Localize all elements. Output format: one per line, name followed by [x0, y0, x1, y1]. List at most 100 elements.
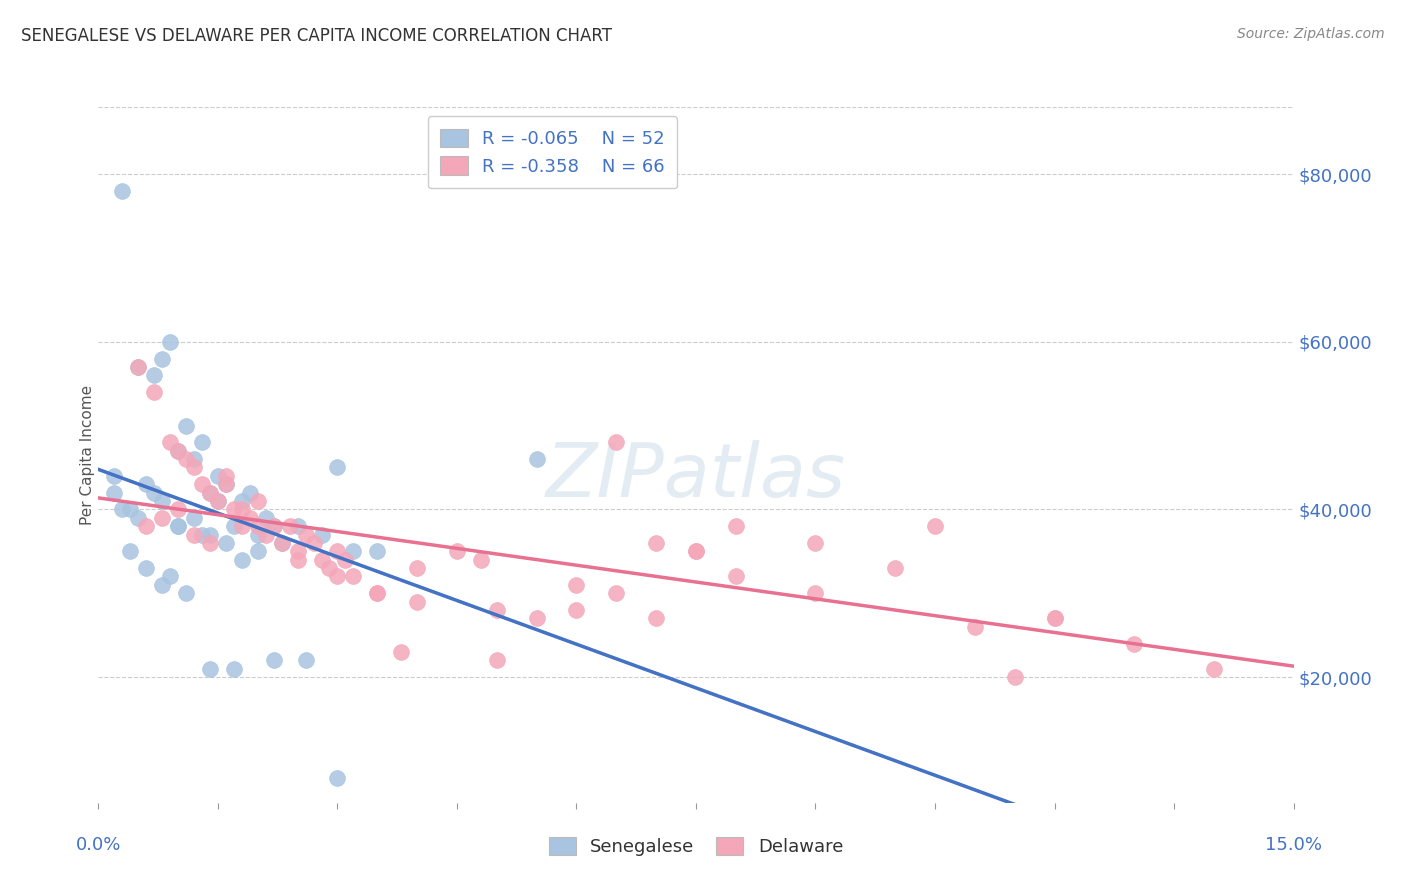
Point — [287, 519, 309, 533]
Point — [804, 586, 827, 600]
Point — [1043, 611, 1066, 625]
Point — [294, 653, 316, 667]
Point — [215, 477, 238, 491]
Point — [326, 544, 349, 558]
Point — [1004, 670, 1026, 684]
Point — [215, 468, 238, 483]
Point — [239, 510, 262, 524]
Point — [335, 552, 357, 566]
Point — [326, 569, 349, 583]
Text: 0.0%: 0.0% — [76, 837, 121, 855]
Point — [302, 536, 325, 550]
Text: Source: ZipAtlas.com: Source: ZipAtlas.com — [1237, 27, 1385, 41]
Point — [645, 536, 668, 550]
Point — [605, 435, 627, 450]
Point — [389, 645, 412, 659]
Point — [150, 510, 173, 524]
Point — [406, 594, 429, 608]
Point — [135, 477, 157, 491]
Point — [207, 468, 229, 483]
Point — [191, 527, 214, 541]
Point — [342, 544, 364, 558]
Point — [645, 611, 668, 625]
Point — [446, 544, 468, 558]
Point — [884, 561, 907, 575]
Point — [565, 578, 588, 592]
Point — [198, 485, 221, 500]
Point — [366, 544, 388, 558]
Point — [127, 359, 149, 374]
Point — [120, 544, 142, 558]
Point — [254, 510, 277, 524]
Point — [167, 502, 190, 516]
Point — [326, 460, 349, 475]
Point — [270, 536, 292, 550]
Point — [111, 502, 134, 516]
Point — [198, 485, 221, 500]
Point — [406, 561, 429, 575]
Point — [231, 519, 253, 533]
Point — [263, 519, 285, 533]
Point — [174, 586, 197, 600]
Point — [246, 544, 269, 558]
Point — [1043, 611, 1066, 625]
Point — [239, 485, 262, 500]
Point — [174, 418, 197, 433]
Point — [605, 586, 627, 600]
Point — [167, 443, 190, 458]
Point — [222, 502, 245, 516]
Text: SENEGALESE VS DELAWARE PER CAPITA INCOME CORRELATION CHART: SENEGALESE VS DELAWARE PER CAPITA INCOME… — [21, 27, 612, 45]
Point — [270, 536, 292, 550]
Point — [924, 519, 946, 533]
Point — [246, 494, 269, 508]
Point — [183, 510, 205, 524]
Point — [127, 510, 149, 524]
Point — [159, 334, 181, 349]
Point — [111, 184, 134, 198]
Point — [167, 519, 190, 533]
Point — [198, 662, 221, 676]
Point — [231, 502, 253, 516]
Point — [685, 544, 707, 558]
Text: ZIPatlas: ZIPatlas — [546, 440, 846, 512]
Point — [135, 561, 157, 575]
Point — [120, 502, 142, 516]
Point — [231, 552, 253, 566]
Point — [159, 435, 181, 450]
Point — [963, 620, 986, 634]
Point — [174, 452, 197, 467]
Point — [1202, 662, 1225, 676]
Point — [127, 359, 149, 374]
Point — [1123, 636, 1146, 650]
Point — [103, 468, 125, 483]
Point — [103, 485, 125, 500]
Point — [294, 527, 316, 541]
Point — [685, 544, 707, 558]
Point — [263, 653, 285, 667]
Point — [366, 586, 388, 600]
Point — [485, 653, 508, 667]
Point — [804, 536, 827, 550]
Legend: Senegalese, Delaware: Senegalese, Delaware — [541, 830, 851, 863]
Point — [150, 578, 173, 592]
Point — [254, 527, 277, 541]
Point — [565, 603, 588, 617]
Point — [526, 452, 548, 467]
Point — [215, 536, 238, 550]
Point — [143, 485, 166, 500]
Text: 15.0%: 15.0% — [1265, 837, 1322, 855]
Point — [143, 385, 166, 400]
Point — [183, 527, 205, 541]
Point — [183, 452, 205, 467]
Point — [167, 443, 190, 458]
Point — [366, 586, 388, 600]
Point — [143, 368, 166, 383]
Point — [246, 527, 269, 541]
Point — [191, 435, 214, 450]
Point — [485, 603, 508, 617]
Point — [278, 519, 301, 533]
Point — [198, 527, 221, 541]
Y-axis label: Per Capita Income: Per Capita Income — [80, 384, 94, 525]
Point — [287, 544, 309, 558]
Point — [311, 527, 333, 541]
